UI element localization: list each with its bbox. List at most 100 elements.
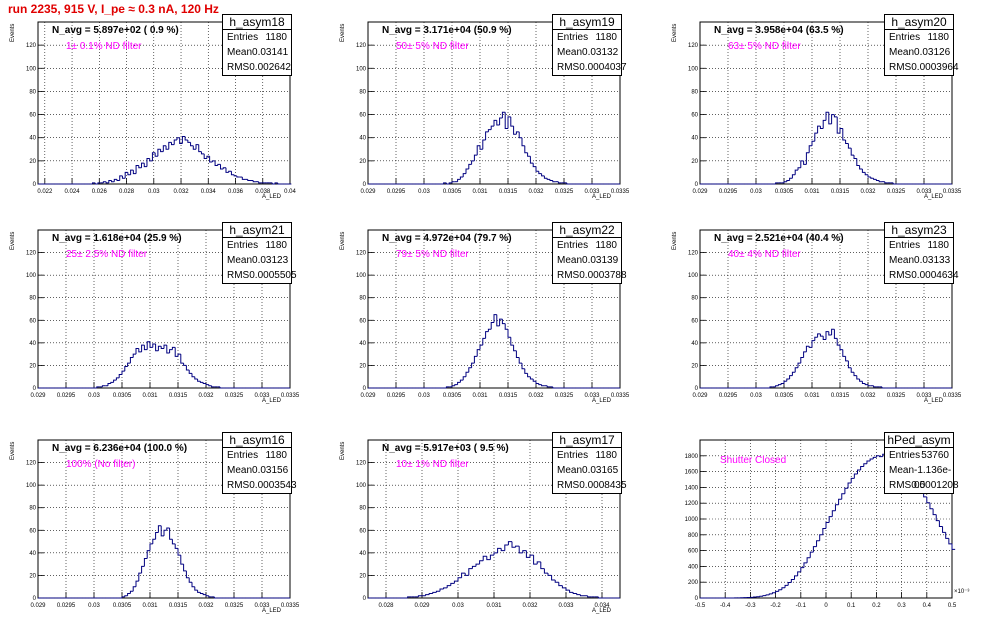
histogram-bin (141, 565, 145, 574)
histogram-bin (425, 594, 430, 596)
y-tick-label: 0 (33, 386, 37, 392)
histogram-bin (487, 129, 492, 132)
histogram-bin (504, 112, 508, 129)
x-tick-label: 0.033 (916, 393, 932, 399)
histogram-bin (219, 386, 223, 389)
y-axis-label: Events (340, 23, 346, 42)
x-tick-label: 0.033 (584, 189, 600, 195)
histogram-bin (194, 376, 198, 380)
y-tick-label: 0 (695, 386, 699, 392)
y-tick-label: 20 (691, 363, 698, 369)
histogram-bin (225, 167, 229, 173)
histogram-bin (844, 487, 849, 494)
histogram-bin (771, 592, 776, 594)
histogram-bin (951, 543, 956, 550)
histogram-bin (535, 166, 539, 172)
y-tick-label: 80 (359, 506, 366, 512)
histogram-bin (170, 142, 175, 146)
histogram-bin (842, 128, 846, 141)
histogram-bin (892, 182, 896, 185)
histogram-bin (200, 151, 205, 155)
histogram-bin (476, 349, 480, 357)
x-tick-label: 0.0295 (719, 189, 738, 195)
plot-frame (37, 229, 291, 389)
histogram-bin (233, 174, 237, 177)
histogram-bin (838, 498, 842, 505)
histogram-bin (135, 164, 139, 174)
histogram-bin (166, 527, 170, 531)
histogram-bin (252, 180, 256, 183)
x-tick-label: 0.031 (142, 603, 158, 609)
histogram-bin (214, 160, 218, 166)
y-tick-label: 80 (691, 89, 698, 95)
histogram-bin (132, 170, 137, 175)
x-tick-label: 0.0325 (887, 189, 906, 195)
histogram-bin (154, 152, 158, 157)
histogram-bin (808, 346, 812, 348)
x-tick-label: 0.3 (897, 603, 906, 609)
histogram-bin (557, 181, 562, 184)
histogram-bin (199, 592, 204, 594)
y-tick-label: 60 (29, 113, 36, 119)
histogram-bin (850, 367, 854, 373)
histogram-bin (565, 587, 570, 591)
plot-frame (367, 229, 621, 389)
histogram-bin (805, 345, 810, 352)
histogram-bin (518, 546, 523, 554)
x-tick-label: 0.032 (522, 603, 538, 609)
histogram-bin (247, 179, 251, 182)
filter-label: 25± 2.5% ND filter (66, 249, 148, 260)
stat-row-mean: Mean 0.03156 (223, 463, 291, 478)
histogram-bin (187, 140, 191, 143)
y-tick-label: 20 (29, 573, 36, 579)
stat-row-rms: RMS 0.0003964 (885, 60, 959, 75)
histogram-bin (490, 125, 494, 130)
x-tick-label: 0.034 (594, 603, 610, 609)
histogram-bin (230, 171, 235, 176)
n-avg-label: N_avg = 2.521e+04 (40.4 %) (714, 233, 844, 244)
histogram-plot: 0.029 0.0295 0.03 0.0305 0.031 0.0315 0.032 0.0… (26, 439, 300, 609)
histogram-bin (873, 385, 877, 388)
histogram-bin (115, 377, 120, 381)
histogram-bin (205, 594, 209, 597)
x-tick-label: 0.031 (486, 603, 502, 609)
histogram-bin (195, 144, 199, 150)
stat-label: Entries (227, 240, 259, 251)
histogram-bin (274, 182, 278, 184)
filter-label: 50± 5% ND filter (396, 41, 469, 52)
x-tick-label: 0.0335 (943, 189, 962, 195)
histogram-bin (160, 149, 164, 153)
stat-row-rms: RMS 0.0005505 (223, 268, 297, 283)
stat-row-entries: Entries 1180 (223, 30, 291, 45)
stat-row-entries: Entries 1180 (885, 238, 953, 253)
stat-value-mean: 0.03126 (914, 47, 951, 58)
histogram-bin (845, 356, 849, 362)
stat-value-entries: 53760 (921, 450, 949, 461)
x-tick-label: 0.0305 (113, 393, 132, 399)
stat-box: h_asym22 Entries 1180 Mean 0.03139 RMS 0.00037… (552, 222, 627, 284)
histogram-bin (845, 140, 849, 144)
histogram-bin (790, 578, 795, 583)
histogram-bin (501, 319, 506, 325)
histogram-bin (579, 594, 584, 597)
histogram-bin (190, 142, 194, 147)
n-avg-label: N_avg = 3.958e+04 (63.5 %) (714, 25, 844, 36)
stat-label: Entries (889, 240, 921, 251)
histogram-bin (471, 565, 476, 569)
histogram-bin (948, 538, 952, 545)
histogram-bin (540, 561, 545, 570)
histogram-bin (152, 538, 156, 544)
histogram-bin (884, 181, 888, 184)
histogram-bin (149, 341, 153, 348)
stat-label: Entries (227, 32, 259, 43)
histogram-bin (143, 558, 148, 567)
histogram-bin (94, 182, 98, 185)
histogram-bin (853, 473, 858, 479)
histogram-bin (141, 344, 145, 352)
histogram-pad-h_asym21: 0.029 0.0295 0.03 0.0305 0.031 0.0315 0.032 0.0… (10, 222, 300, 404)
x-axis-label: A_LED (262, 608, 282, 614)
histogram-bin (105, 181, 109, 184)
stat-value-mean: 0.03139 (582, 255, 619, 266)
filter-label: 63± 5% ND filter (728, 41, 801, 52)
histogram-bin (762, 595, 767, 597)
